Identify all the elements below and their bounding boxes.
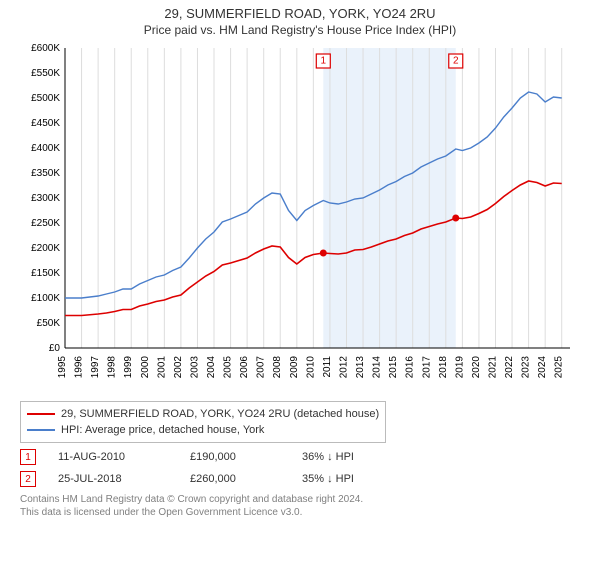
- y-tick-label: £500K: [31, 93, 60, 104]
- x-tick-label: 2021: [487, 356, 498, 379]
- sale-date: 25-JUL-2018: [58, 473, 168, 485]
- sale-delta: 35% ↓ HPI: [302, 473, 354, 485]
- x-tick-label: 2020: [471, 356, 482, 379]
- sale-marker-dot: [320, 250, 327, 257]
- x-tick-label: 2001: [156, 356, 167, 379]
- legend-label-blue: HPI: Average price, detached house, York: [61, 422, 264, 438]
- attribution-line2: This data is licensed under the Open Gov…: [20, 506, 580, 519]
- sale-delta: 36% ↓ HPI: [302, 451, 354, 463]
- x-tick-label: 2013: [355, 356, 366, 379]
- sale-marker-number: 1: [321, 56, 327, 67]
- y-tick-label: £450K: [31, 118, 60, 129]
- sale-row-marker: 2: [20, 471, 36, 487]
- x-tick-label: 2019: [454, 356, 465, 379]
- y-tick-label: £300K: [31, 193, 60, 204]
- x-tick-label: 1999: [123, 356, 134, 379]
- sale-row-marker: 1: [20, 449, 36, 465]
- chart-subtitle: Price paid vs. HM Land Registry's House …: [0, 23, 600, 37]
- legend-row-blue: HPI: Average price, detached house, York: [27, 422, 379, 438]
- y-tick-label: £600K: [31, 43, 60, 54]
- chart-title: 29, SUMMERFIELD ROAD, YORK, YO24 2RU: [0, 6, 600, 21]
- x-tick-label: 2011: [322, 356, 333, 378]
- legend-swatch-red: [27, 413, 55, 415]
- x-tick-label: 2014: [372, 356, 383, 379]
- attribution: Contains HM Land Registry data © Crown c…: [20, 493, 580, 519]
- x-tick-label: 2006: [239, 356, 250, 379]
- x-tick-label: 2015: [388, 356, 399, 379]
- sale-row: 2 25-JUL-2018 £260,000 35% ↓ HPI: [20, 471, 580, 487]
- x-tick-label: 2009: [289, 356, 300, 379]
- y-tick-label: £350K: [31, 168, 60, 179]
- sale-row: 1 11-AUG-2010 £190,000 36% ↓ HPI: [20, 449, 580, 465]
- x-tick-label: 1998: [107, 356, 118, 379]
- sale-marker-dot: [452, 215, 459, 222]
- y-tick-label: £100K: [31, 293, 60, 304]
- x-tick-label: 2010: [305, 356, 316, 379]
- x-tick-label: 2012: [338, 356, 349, 379]
- y-tick-label: £50K: [37, 318, 61, 329]
- chart-footer: 29, SUMMERFIELD ROAD, YORK, YO24 2RU (de…: [20, 401, 580, 519]
- x-tick-label: 2024: [537, 356, 548, 379]
- x-tick-label: 2002: [173, 356, 184, 379]
- legend-row-red: 29, SUMMERFIELD ROAD, YORK, YO24 2RU (de…: [27, 406, 379, 422]
- sale-marker-number: 2: [453, 56, 459, 67]
- x-tick-label: 2004: [206, 356, 217, 379]
- sale-date: 11-AUG-2010: [58, 451, 168, 463]
- ownership-band: [323, 48, 455, 348]
- attribution-line1: Contains HM Land Registry data © Crown c…: [20, 493, 580, 506]
- x-tick-label: 1995: [57, 356, 68, 379]
- chart-svg: 1995 1996 1997 1998 1999 2000 2001 2002 2003 2004…: [20, 43, 580, 393]
- sale-price: £190,000: [190, 451, 280, 463]
- y-tick-label: £150K: [31, 268, 60, 279]
- y-tick-label: £250K: [31, 218, 60, 229]
- x-tick-label: 2023: [521, 356, 532, 379]
- marker-table: 1 11-AUG-2010 £190,000 36% ↓ HPI 2 25-JUL-201…: [20, 449, 580, 487]
- x-tick-label: 2025: [554, 356, 565, 379]
- x-tick-label: 2008: [272, 356, 283, 379]
- legend-label-red: 29, SUMMERFIELD ROAD, YORK, YO24 2RU (de…: [61, 406, 379, 422]
- x-tick-label: 2018: [438, 356, 449, 379]
- x-tick-label: 1996: [74, 356, 85, 379]
- x-tick-label: 2007: [256, 356, 267, 379]
- y-tick-label: £400K: [31, 143, 60, 154]
- y-tick-label: £200K: [31, 243, 60, 254]
- x-tick-label: 2003: [189, 356, 200, 379]
- y-tick-label: £0: [49, 343, 61, 354]
- legend: 29, SUMMERFIELD ROAD, YORK, YO24 2RU (de…: [20, 401, 386, 443]
- x-tick-label: 2017: [421, 356, 432, 379]
- x-tick-label: 2022: [504, 356, 515, 379]
- x-tick-label: 2016: [405, 356, 416, 379]
- x-tick-label: 2005: [223, 356, 234, 379]
- legend-swatch-blue: [27, 429, 55, 431]
- x-tick-label: 2000: [140, 356, 151, 379]
- y-tick-label: £550K: [31, 68, 60, 79]
- sale-price: £260,000: [190, 473, 280, 485]
- chart: 1995 1996 1997 1998 1999 2000 2001 2002 2003 2004…: [20, 43, 580, 393]
- x-tick-label: 1997: [90, 356, 101, 379]
